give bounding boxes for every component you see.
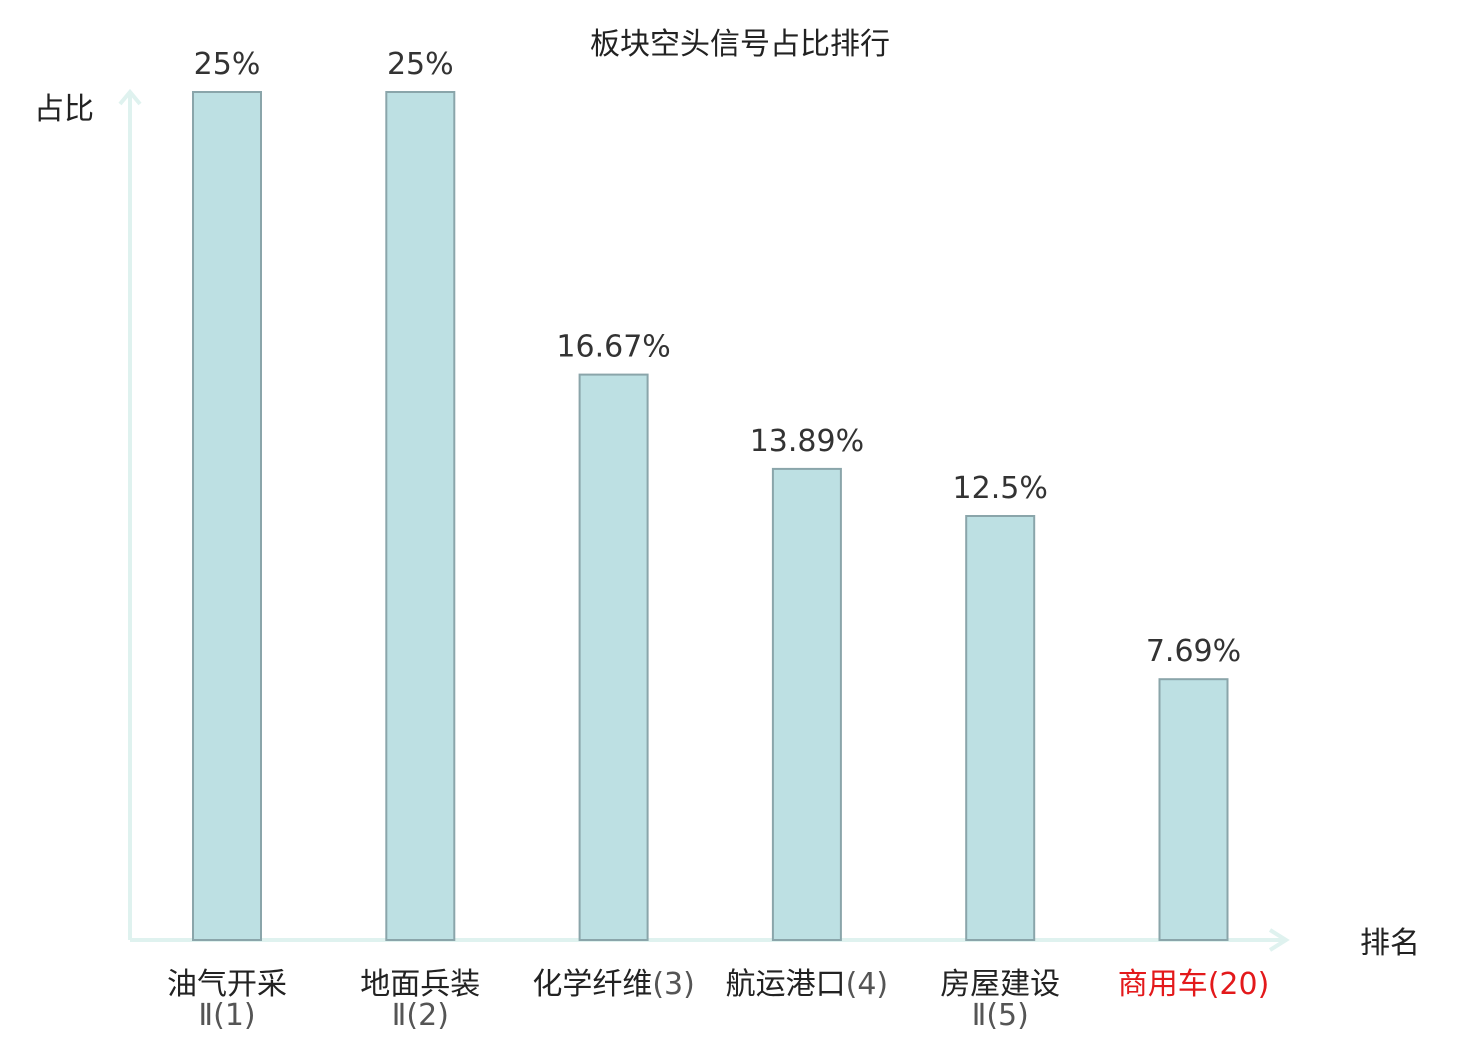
bar bbox=[965, 515, 1036, 941]
category-name: 房屋建设 bbox=[940, 967, 1060, 1002]
y-axis-arrow-icon bbox=[118, 88, 142, 106]
category-name: 商用车 bbox=[1118, 967, 1208, 1002]
category-label: 地面兵装 bbox=[360, 967, 480, 1002]
chart-title: 板块空头信号占比排行 bbox=[590, 27, 890, 62]
category-name: 油气开采 bbox=[167, 967, 287, 1002]
bar-value-label: 7.69% bbox=[1146, 634, 1241, 669]
bar bbox=[192, 91, 262, 941]
category-rank: (4) bbox=[846, 967, 889, 1002]
x-axis-arrow-icon bbox=[1268, 928, 1290, 952]
category-name: 地面兵装 bbox=[360, 967, 480, 1002]
bars-layer bbox=[192, 91, 1229, 942]
bar-value-label: 25% bbox=[387, 47, 454, 82]
category-label: 房屋建设 bbox=[940, 967, 1060, 1002]
category-name: 航运港口 bbox=[726, 967, 846, 1002]
category-rank: Ⅱ(2) bbox=[392, 998, 449, 1033]
bar bbox=[1158, 678, 1229, 941]
bar-value-label: 25% bbox=[194, 47, 261, 82]
category-rank: (3) bbox=[652, 967, 695, 1002]
bar-value-label: 13.89% bbox=[750, 424, 864, 459]
category-label: 油气开采 bbox=[167, 967, 287, 1002]
bar bbox=[578, 373, 649, 942]
category-label: 商用车(20) bbox=[1118, 967, 1270, 1002]
bar-value-label: 16.67% bbox=[556, 330, 670, 365]
category-rank: Ⅱ(1) bbox=[198, 998, 255, 1033]
y-axis-label: 占比 bbox=[34, 92, 94, 127]
category-label: 航运港口(4) bbox=[726, 967, 889, 1002]
x-axis-label: 排名 bbox=[1360, 926, 1420, 961]
category-rank: (20) bbox=[1208, 967, 1270, 1002]
category-label: 化学纤维(3) bbox=[532, 967, 695, 1002]
bar bbox=[771, 467, 842, 941]
category-name: 化学纤维 bbox=[532, 967, 652, 1002]
category-rank: Ⅱ(5) bbox=[972, 998, 1029, 1033]
bar-value-label: 12.5% bbox=[953, 471, 1048, 506]
bar bbox=[385, 91, 456, 941]
